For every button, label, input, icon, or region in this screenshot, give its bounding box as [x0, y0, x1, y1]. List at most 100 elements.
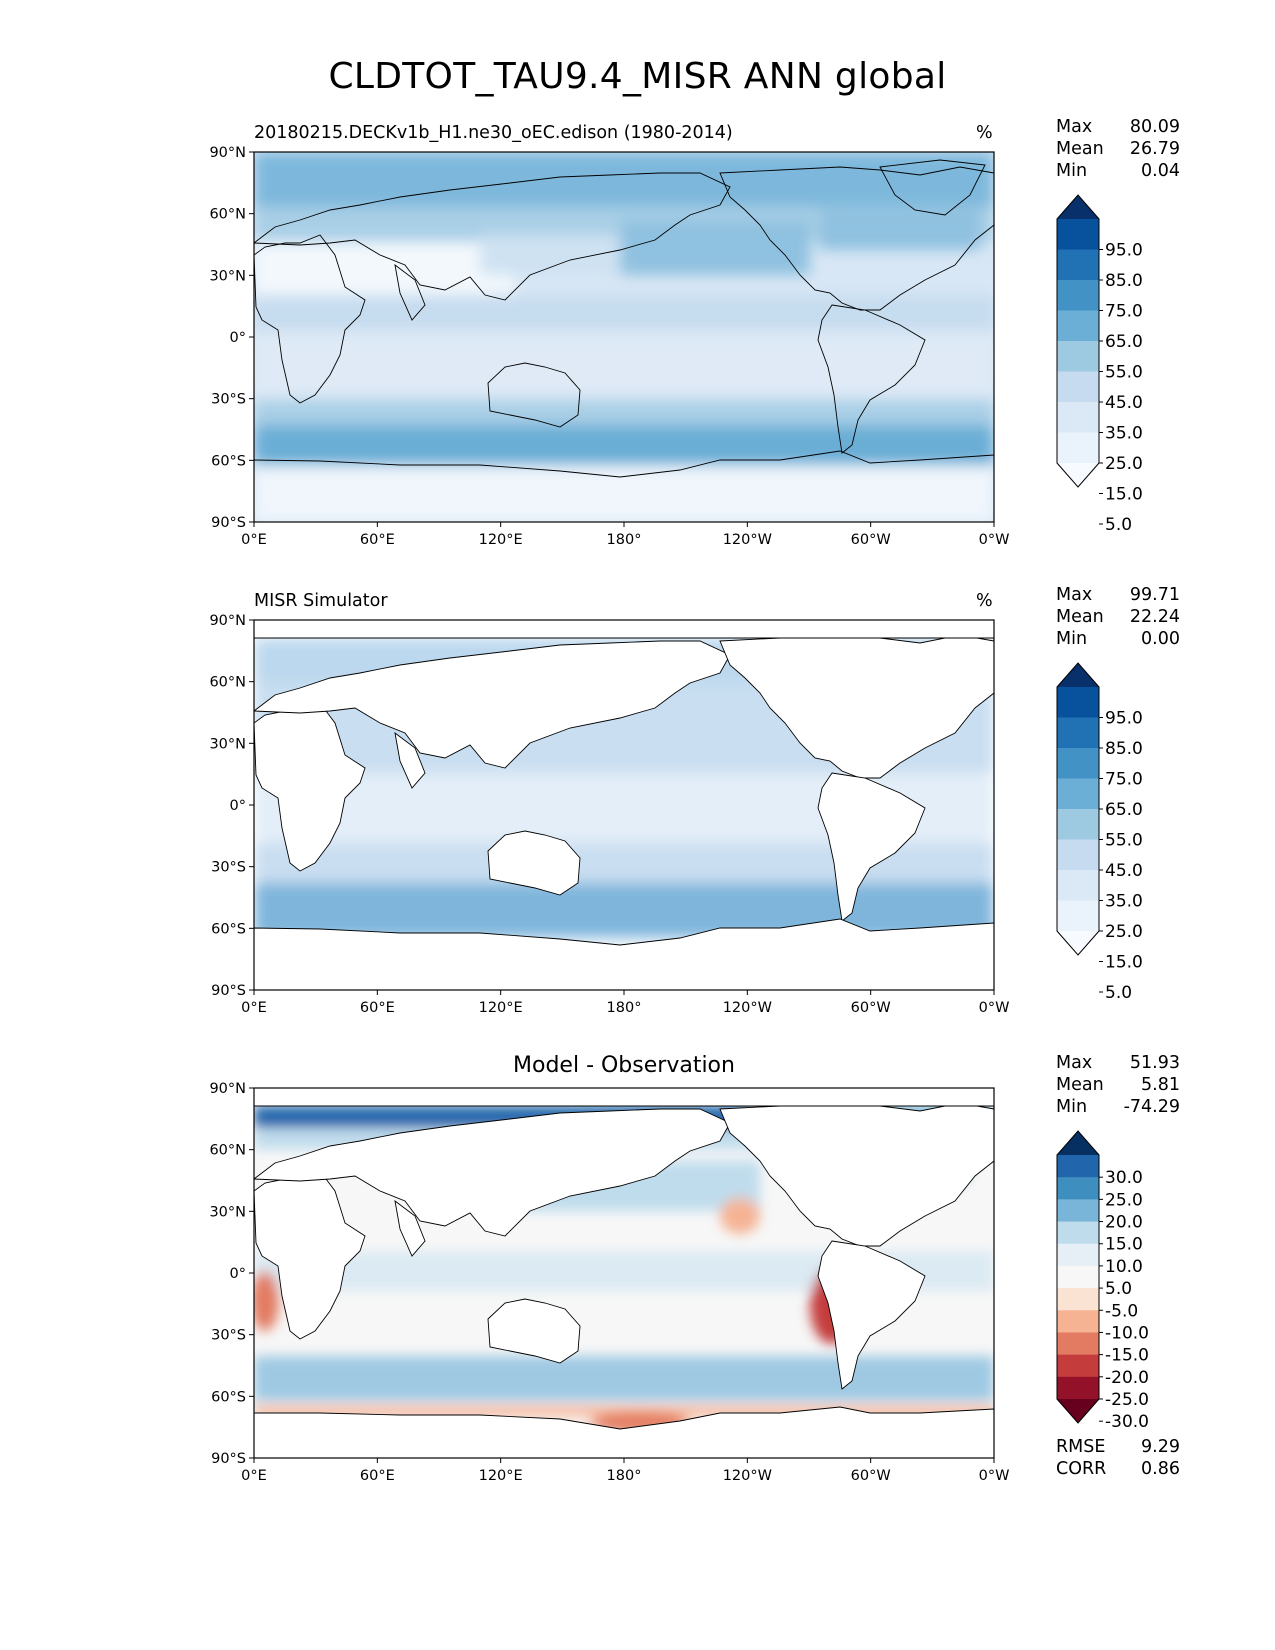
lon-tick-label: 0°E	[241, 532, 267, 548]
stat-min-label: Min	[1056, 629, 1088, 649]
colorbar-label: 95.0	[1105, 241, 1143, 261]
australia-coast	[487, 362, 581, 428]
lon-tick-label: 0°W	[979, 1468, 1010, 1484]
colorbar-label: 15.0	[1105, 953, 1143, 973]
colorbar-swatch	[1057, 778, 1099, 810]
lat-tick-label: 90°N	[209, 145, 246, 161]
south-america-land	[817, 1240, 926, 1390]
stat-min-value: 0.00	[1141, 629, 1180, 649]
corr-value: 0.86	[1141, 1459, 1180, 1479]
colorbar-swatch	[1057, 717, 1099, 749]
colorbar-swatch	[1057, 1177, 1099, 1200]
colorbar-swatch	[1057, 280, 1099, 311]
figure-title: CLDTOT_TAU9.4_MISR ANN global	[328, 56, 947, 97]
india-coast	[394, 263, 426, 321]
panel-difference: Model - Observation Max 51.93 Mean 5.81 …	[0, 1051, 1275, 1491]
lat-tick-label: 90°S	[211, 1451, 246, 1467]
stat-max-label: Max	[1056, 1053, 1093, 1073]
colorbar-extend-max	[1057, 195, 1099, 219]
colorbar-swatch	[1057, 1265, 1099, 1289]
colorbar-label: 5.0	[1105, 515, 1132, 535]
colorbar-label: 30.0	[1105, 1168, 1143, 1188]
colorbar-label: 25.0	[1105, 454, 1143, 474]
colorbar-swatch	[1057, 870, 1099, 901]
panel-units: %	[976, 123, 993, 143]
lon-tick-label: 60°E	[360, 1000, 395, 1016]
colorbar-label: 45.0	[1105, 861, 1143, 881]
stat-max-value: 99.71	[1129, 585, 1180, 605]
colorbar-swatch	[1057, 1354, 1099, 1378]
lat-axis: 90°N 60°N 30°N 0° 30°S 60°S 90°S	[209, 145, 254, 531]
antarctica-land	[254, 918, 994, 990]
arctic-land	[254, 620, 994, 639]
stat-min-value: -74.29	[1123, 1097, 1180, 1117]
lat-tick-label: 90°S	[211, 983, 246, 999]
lat-tick-label: 90°N	[209, 1081, 246, 1097]
lon-tick-label: 0°W	[979, 1000, 1010, 1016]
stat-min-label: Min	[1056, 161, 1088, 181]
panel-title-center: Model - Observation	[513, 1053, 735, 1078]
colorbar-swatch	[1057, 1221, 1099, 1245]
colorbar-swatch	[1057, 1243, 1099, 1267]
lon-tick-label: 0°W	[979, 532, 1010, 548]
colorbar-swatch	[1057, 809, 1099, 840]
colorbar-swatch	[1057, 900, 1099, 932]
stat-min-label: Min	[1056, 1097, 1088, 1117]
north-america-coast	[719, 166, 994, 311]
stat-max-label: Max	[1056, 117, 1093, 137]
india-land	[394, 1199, 426, 1257]
colorbar-label: 15.0	[1105, 485, 1143, 505]
colorbar-label: 5.0	[1105, 983, 1132, 1003]
africa-coast	[254, 234, 366, 404]
colorbar-label: 65.0	[1105, 800, 1143, 820]
lon-tick-label: 0°E	[241, 1468, 267, 1484]
colorbar: 95.0 85.0 75.0 65.0 55.0 45.0 35.0 25.0 15.0 5.0	[1056, 662, 1143, 1003]
coastlines	[254, 159, 994, 478]
cloud-field	[254, 152, 994, 522]
colorbar-label: -10.0	[1105, 1323, 1149, 1343]
lon-tick-label: 120°E	[479, 1000, 523, 1016]
colorbar-label: 75.0	[1105, 302, 1143, 322]
lat-tick-label: 30°N	[209, 736, 246, 752]
lat-tick-label: 60°S	[211, 1389, 246, 1405]
stat-max-label: Max	[1056, 585, 1093, 605]
lon-axis: 0°E 60°E 120°E 180° 120°W 60°W 0°W	[241, 522, 1009, 548]
eurasia-land	[254, 640, 731, 769]
lat-tick-label: 30°S	[211, 1328, 246, 1344]
lat-tick-label: 60°S	[211, 453, 246, 469]
colorbar-swatch	[1057, 1199, 1099, 1223]
land-mask	[254, 1088, 994, 1458]
lon-tick-label: 120°W	[723, 532, 772, 548]
colorbar-swatch	[1057, 371, 1099, 403]
colorbar-swatch	[1057, 310, 1099, 342]
colorbar-swatch	[1057, 748, 1099, 779]
colorbar-swatch	[1057, 249, 1099, 281]
colorbar-label: 25.0	[1105, 1190, 1143, 1210]
eurasia-land	[254, 1108, 731, 1237]
colorbar-label: -5.0	[1105, 1301, 1138, 1321]
colorbar-swatch	[1057, 402, 1099, 433]
colorbar-label: 55.0	[1105, 363, 1143, 383]
colorbar-label: 35.0	[1105, 892, 1143, 912]
colorbar-label: -25.0	[1105, 1390, 1149, 1410]
colorbar-swatch	[1057, 341, 1099, 372]
arctic-land	[254, 1088, 994, 1107]
colorbar-label: 20.0	[1105, 1213, 1143, 1233]
stat-mean-value: 22.24	[1129, 607, 1180, 627]
colorbar-extend-max	[1057, 1131, 1099, 1155]
colorbar-label: 10.0	[1105, 1257, 1143, 1277]
australia-land	[487, 830, 581, 896]
lat-tick-label: 30°N	[209, 1204, 246, 1220]
colorbar-extend-max	[1057, 663, 1099, 687]
panel-units: %	[976, 591, 993, 611]
north-america-land	[719, 1102, 994, 1247]
lat-tick-label: 60°S	[211, 921, 246, 937]
colorbar-extend-min	[1057, 1399, 1099, 1423]
lon-tick-label: 180°	[607, 1000, 642, 1016]
stat-mean-value: 26.79	[1129, 139, 1180, 159]
rmse-value: 9.29	[1141, 1437, 1180, 1457]
colorbar-label: 75.0	[1105, 770, 1143, 790]
colorbar-label: -30.0	[1105, 1412, 1149, 1432]
corr-label: CORR	[1056, 1459, 1107, 1479]
colorbar-swatch	[1057, 1288, 1099, 1311]
